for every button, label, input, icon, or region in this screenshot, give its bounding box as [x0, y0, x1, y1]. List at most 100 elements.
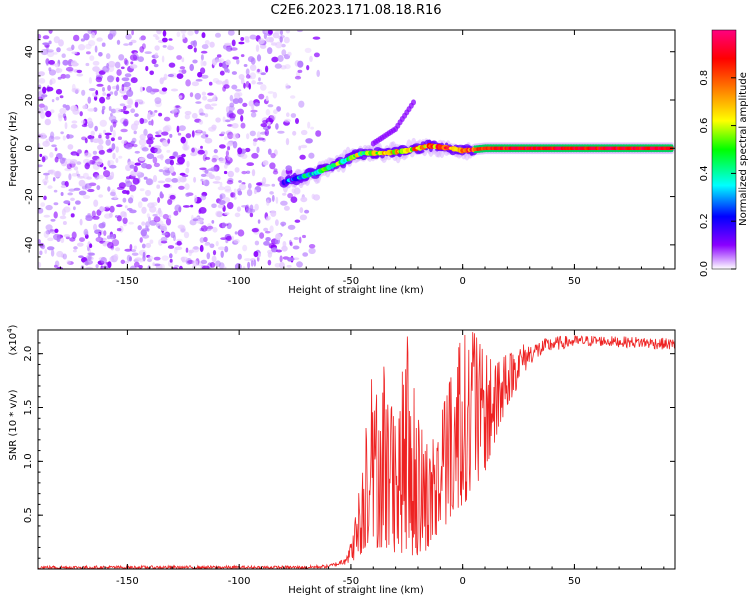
noise-speckle [281, 43, 286, 48]
noise-speckle [50, 109, 55, 114]
noise-speckle [281, 49, 287, 56]
noise-speckle [267, 125, 272, 129]
noise-speckle [116, 84, 120, 92]
noise-speckle [38, 207, 44, 214]
noise-speckle [212, 227, 218, 233]
noise-speckle [54, 156, 59, 163]
noise-speckle [293, 237, 299, 240]
noise-speckle [122, 217, 128, 224]
x-tick-label: 0 [459, 276, 465, 287]
noise-speckle [199, 112, 206, 116]
noise-speckle [169, 258, 173, 263]
noise-speckle [162, 213, 169, 220]
noise-speckle [232, 98, 240, 104]
noise-speckle [96, 37, 103, 42]
noise-speckle [38, 164, 43, 168]
noise-speckle [275, 123, 279, 130]
noise-speckle [226, 222, 232, 229]
noise-speckle [194, 92, 201, 100]
noise-speckle [231, 84, 238, 90]
noise-speckle [44, 249, 47, 254]
spectrogram-marks [38, 30, 675, 269]
noise-speckle [42, 140, 50, 147]
noise-speckle [62, 253, 67, 260]
noise-speckle [158, 129, 162, 134]
noise-speckle [60, 237, 65, 244]
noise-speckle [177, 224, 185, 229]
noise-speckle [110, 113, 113, 117]
noise-speckle [88, 40, 96, 47]
noise-speckle [234, 231, 238, 235]
noise-speckle [126, 98, 134, 105]
noise-speckle [265, 37, 272, 43]
noise-speckle [65, 66, 74, 72]
noise-speckle [220, 237, 228, 241]
noise-speckle [274, 63, 282, 69]
noise-speckle [311, 193, 316, 200]
noise-speckle [254, 189, 257, 195]
spectrogram-frame [37, 29, 676, 270]
noise-speckle [184, 110, 192, 116]
noise-speckle [308, 247, 316, 255]
noise-speckle [96, 209, 102, 216]
noise-speckle [231, 71, 237, 75]
noise-speckle [204, 103, 212, 110]
noise-speckle [100, 257, 107, 264]
noise-speckle [181, 69, 187, 74]
noise-speckle [166, 149, 171, 153]
noise-speckle [193, 47, 197, 53]
noise-speckle [200, 50, 208, 54]
noise-speckle [251, 152, 259, 159]
snr-line [38, 332, 675, 569]
noise-speckle [260, 72, 267, 76]
noise-speckle [224, 136, 228, 141]
snr-frame [37, 329, 676, 570]
noise-speckle [62, 59, 69, 66]
noise-speckle [121, 77, 130, 82]
noise-speckle [205, 134, 209, 138]
y-tick-label: 0.5 [23, 507, 34, 523]
noise-speckle [290, 95, 296, 99]
noise-speckle [249, 130, 256, 137]
noise-speckle [211, 103, 218, 107]
noise-speckle [42, 86, 47, 94]
noise-speckle [107, 241, 114, 249]
noise-speckle [264, 129, 269, 137]
noise-speckle [154, 45, 160, 51]
noise-speckle [290, 113, 297, 118]
noise-speckle [245, 68, 250, 76]
y-tick-label: 2.0 [23, 346, 34, 362]
noise-speckle [82, 105, 88, 110]
noise-speckle [167, 199, 173, 205]
noise-speckle [212, 154, 219, 161]
noise-speckle [150, 111, 153, 115]
noise-speckle [130, 108, 136, 113]
noise-speckle [61, 208, 66, 216]
noise-speckle [139, 86, 143, 93]
noise-speckle [257, 219, 261, 224]
x-tick-label: -150 [116, 276, 139, 287]
noise-speckle [137, 225, 142, 231]
noise-speckle [147, 133, 154, 140]
noise-speckle [304, 209, 310, 214]
noise-speckle [269, 162, 276, 170]
noise-speckle [220, 250, 224, 258]
noise-speckle [61, 157, 67, 161]
noise-speckle [86, 254, 93, 261]
noise-speckle [38, 78, 46, 84]
noise-speckle [102, 92, 107, 96]
noise-speckle [154, 147, 162, 154]
noise-speckle [84, 152, 92, 158]
noise-speckle [85, 266, 94, 269]
noise-speckle [152, 34, 158, 38]
noise-speckle [77, 242, 84, 247]
noise-speckle [292, 245, 300, 250]
noise-speckle [146, 213, 150, 218]
noise-speckle [156, 184, 161, 189]
noise-speckle [102, 87, 105, 92]
noise-speckle [91, 210, 96, 218]
noise-speckle [226, 141, 233, 147]
noise-speckle [238, 41, 245, 45]
noise-speckle [202, 265, 210, 269]
noise-speckle [235, 89, 242, 92]
